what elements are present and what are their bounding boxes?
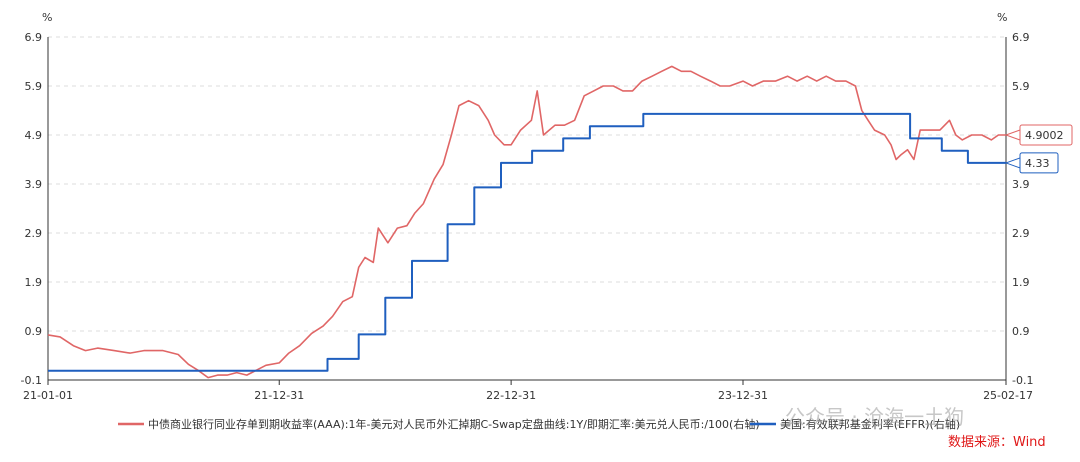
left-y-tick-label: 4.9 (25, 129, 43, 142)
right-y-tick-label: 5.9 (1012, 80, 1030, 93)
left-y-tick-label: 1.9 (25, 276, 43, 289)
left-y-tick-label: 3.9 (25, 178, 43, 191)
x-tick-label: 21-01-01 (23, 389, 73, 402)
legend: 中债商业银行同业存单到期收益率(AAA):1年-美元对人民币外汇掉期C-Swap… (118, 417, 960, 431)
source-text: 数据来源：Wind (948, 435, 1046, 450)
end-value-label-spread: 4.9002 (1004, 124, 1073, 146)
series-layer (47, 65, 1006, 379)
axis-layer (47, 37, 1007, 385)
left-y-tick-label: -0.1 (21, 374, 42, 387)
x-tick-label: 25-02-17 (983, 389, 1033, 402)
watermark-text: 公众号 · 沧海一土狗 (785, 405, 964, 429)
label-layer: %%6.96.95.95.94.94.93.93.92.92.91.91.90.… (21, 11, 1073, 402)
left-y-tick-label: 0.9 (25, 325, 43, 338)
series-line-effr (48, 112, 1006, 372)
end-value-label-effr: 4.33 (1004, 152, 1059, 174)
left-y-tick-label: 5.9 (25, 80, 43, 93)
right-axis-unit: % (997, 11, 1007, 24)
left-axis-unit: % (42, 11, 52, 24)
left-y-tick-label: 6.9 (25, 31, 43, 44)
legend-label-spread: 中债商业银行同业存单到期收益率(AAA):1年-美元对人民币外汇掉期C-Swap… (148, 417, 760, 431)
right-y-tick-label: 2.9 (1012, 227, 1030, 240)
legend-label-effr: 美国:有效联邦基金利率(EFFR)(右轴) (780, 417, 960, 431)
end-label-text: 4.33 (1025, 157, 1050, 170)
end-label-text: 4.9002 (1025, 129, 1064, 142)
left-y-tick-label: 2.9 (25, 227, 43, 240)
end-label-pointer (1004, 157, 1021, 169)
right-y-tick-label: -0.1 (1012, 374, 1033, 387)
x-tick-label: 22-12-31 (486, 389, 536, 402)
right-y-tick-label: 1.9 (1012, 276, 1030, 289)
grid-layer (48, 36, 1006, 381)
end-label-box (1019, 152, 1059, 174)
series-line-spread (47, 65, 1006, 379)
right-y-tick-label: 0.9 (1012, 325, 1030, 338)
right-y-tick-label: 6.9 (1012, 31, 1030, 44)
end-label-box (1019, 124, 1073, 146)
x-tick-label: 23-12-31 (718, 389, 768, 402)
right-y-tick-label: 3.9 (1012, 178, 1030, 191)
x-tick-label: 21-12-31 (254, 389, 304, 402)
